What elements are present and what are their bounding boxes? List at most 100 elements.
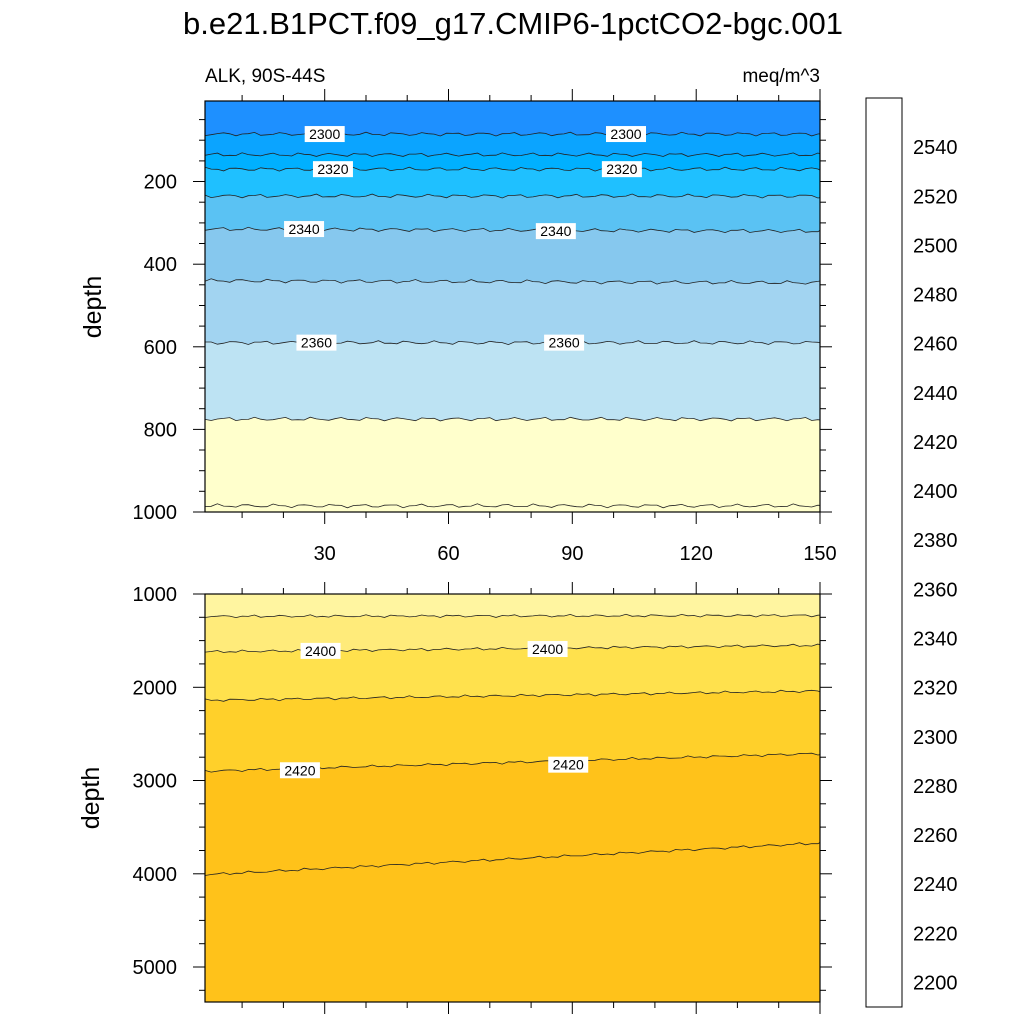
colorbar-label: 2360	[913, 579, 958, 601]
contour-band-2300	[205, 132, 820, 157]
contour-line	[204, 278, 821, 285]
colorbar-label: 2300	[913, 727, 958, 749]
contour-band-2310	[205, 152, 820, 172]
contour-label: 2420	[279, 762, 320, 779]
upper-depth-panel: 2300 2300 2320 2320 2340 2340 2360 2360 30 60 90 12…	[133, 89, 837, 565]
contour-label: 2420	[548, 756, 589, 773]
y-tick-label: 400	[144, 254, 177, 276]
x-tick-label: 30	[314, 543, 336, 565]
y-tick-label: 2000	[133, 677, 178, 699]
colorbar-label: 2380	[913, 530, 958, 552]
contour-label: 2320	[312, 161, 353, 178]
contour-label-box	[601, 161, 642, 178]
contour-line	[204, 152, 821, 157]
contour-band-2320	[205, 167, 820, 198]
colorbar-label: 2500	[913, 235, 958, 257]
contour-label-box	[300, 642, 341, 659]
contour-label-text: 2400	[305, 643, 336, 659]
contour-line	[204, 166, 821, 172]
contour-band-2350	[205, 278, 820, 345]
contour-label-text: 2360	[301, 335, 332, 351]
contour-label-box	[304, 126, 345, 143]
contour-band-2380	[205, 594, 820, 618]
contour-label-box	[284, 221, 325, 238]
colorbar-label: 2520	[913, 186, 958, 208]
contour-band-2410	[205, 690, 820, 773]
contour-label: 2320	[601, 161, 642, 178]
colorbar-label: 2220	[913, 923, 958, 945]
contour-label-text: 2400	[532, 641, 563, 657]
colorbar-label: 2460	[913, 334, 958, 356]
colorbar-label: 2320	[913, 678, 958, 700]
y-tick-label: 4000	[133, 864, 178, 886]
y-tick-label: 3000	[133, 771, 178, 793]
contour-label-box	[548, 756, 589, 773]
contour-band-2290	[205, 101, 820, 136]
contour-fill-bands	[205, 101, 820, 512]
axis-ticks	[193, 89, 832, 524]
contour-line	[204, 416, 821, 422]
contour-label: 2340	[284, 221, 325, 238]
contour-label-text: 2300	[610, 126, 641, 142]
contour-band-2360	[205, 340, 820, 421]
y-tick-label: 1000	[133, 584, 178, 606]
contour-label-text: 2340	[540, 223, 571, 239]
colorbar-label: 2540	[913, 137, 958, 159]
units-label: meq/m^3	[742, 66, 820, 87]
colorbar-label: 2420	[913, 432, 958, 454]
colorbar-label: 2240	[913, 874, 958, 896]
axis-ticks	[193, 582, 832, 1014]
x-tick-label: 120	[679, 543, 712, 565]
contour-line	[204, 842, 821, 876]
contour-label-box	[312, 161, 353, 178]
contour-label: 2400	[300, 642, 341, 659]
x-tick-label: 150	[803, 543, 836, 565]
contour-band-2400	[205, 644, 820, 702]
contour-label-box	[544, 334, 585, 351]
x-tick-label: 60	[437, 543, 459, 565]
figure-title: b.e21.B1PCT.f09_g17.CMIP6-1pctCO2-bgc.00…	[183, 6, 843, 41]
contour-line	[204, 503, 821, 509]
contour-label-text: 2320	[606, 161, 637, 177]
x-tick-label: 90	[561, 543, 583, 565]
y-tick-label: 5000	[133, 957, 178, 979]
contour-band-2330	[205, 194, 820, 233]
lower-depth-panel: 2400 2400 2420 2420 1000 2000 3000 4000 5000	[133, 582, 832, 1014]
contour-label-box	[606, 126, 647, 143]
upper-y-axis-label: depth	[79, 276, 107, 339]
contour-label-text: 2340	[288, 221, 319, 237]
contour-band-2340	[205, 227, 820, 285]
colorbar-label: 2200	[913, 972, 958, 994]
contour-band-2420	[205, 753, 820, 1002]
contour-label: 2360	[544, 334, 585, 351]
contour-line	[204, 193, 821, 199]
contour-label-text: 2320	[317, 161, 348, 177]
contour-label: 2360	[296, 334, 337, 351]
contour-label-text: 2420	[284, 762, 315, 778]
contour-label-box	[527, 641, 568, 658]
colorbar-label: 2480	[913, 285, 958, 307]
plot-frame	[204, 593, 821, 1003]
colorbar-label: 2280	[913, 776, 958, 798]
plot-frame	[204, 100, 821, 513]
colorbar: 2200 2220 2240 2260 2280 2300 2320 2340 2360 2380…	[865, 97, 958, 1008]
contour-label-text: 2420	[553, 757, 584, 773]
variable-region-label: ALK, 90S-44S	[205, 66, 325, 87]
contour-line	[204, 613, 821, 619]
lower-y-axis-label: depth	[77, 767, 105, 830]
contour-band-2370	[205, 417, 820, 512]
contour-label-text: 2360	[549, 335, 580, 351]
contour-label-box	[279, 762, 320, 779]
contour-label: 2300	[304, 126, 345, 143]
contour-label: 2340	[535, 223, 576, 240]
contour-label: 2300	[606, 126, 647, 143]
contour-fill-bands	[205, 594, 820, 1002]
y-tick-label: 200	[144, 172, 177, 194]
contour-label-box	[535, 223, 576, 240]
colorbar-label: 2340	[913, 629, 958, 651]
contour-label: 2400	[527, 641, 568, 658]
contour-label-box	[296, 334, 337, 351]
contour-line	[204, 689, 821, 702]
colorbar-label: 2400	[913, 481, 958, 503]
